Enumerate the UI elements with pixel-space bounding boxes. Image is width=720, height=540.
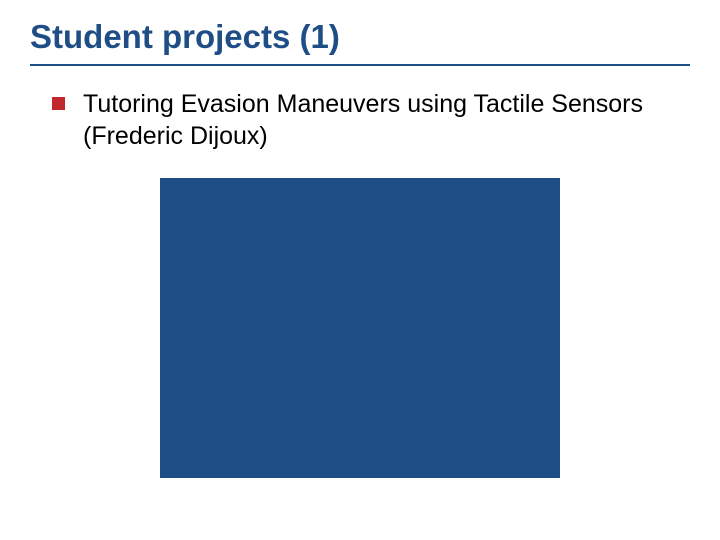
title-underline (30, 64, 690, 66)
slide: Student projects (1) Tutoring Evasion Ma… (0, 0, 720, 540)
square-bullet-icon (52, 97, 65, 110)
list-item: Tutoring Evasion Maneuvers using Tactile… (52, 88, 690, 152)
slide-body: Tutoring Evasion Maneuvers using Tactile… (52, 88, 690, 152)
slide-title: Student projects (1) (30, 18, 690, 56)
media-placeholder (160, 178, 560, 478)
bullet-text: Tutoring Evasion Maneuvers using Tactile… (83, 88, 690, 152)
